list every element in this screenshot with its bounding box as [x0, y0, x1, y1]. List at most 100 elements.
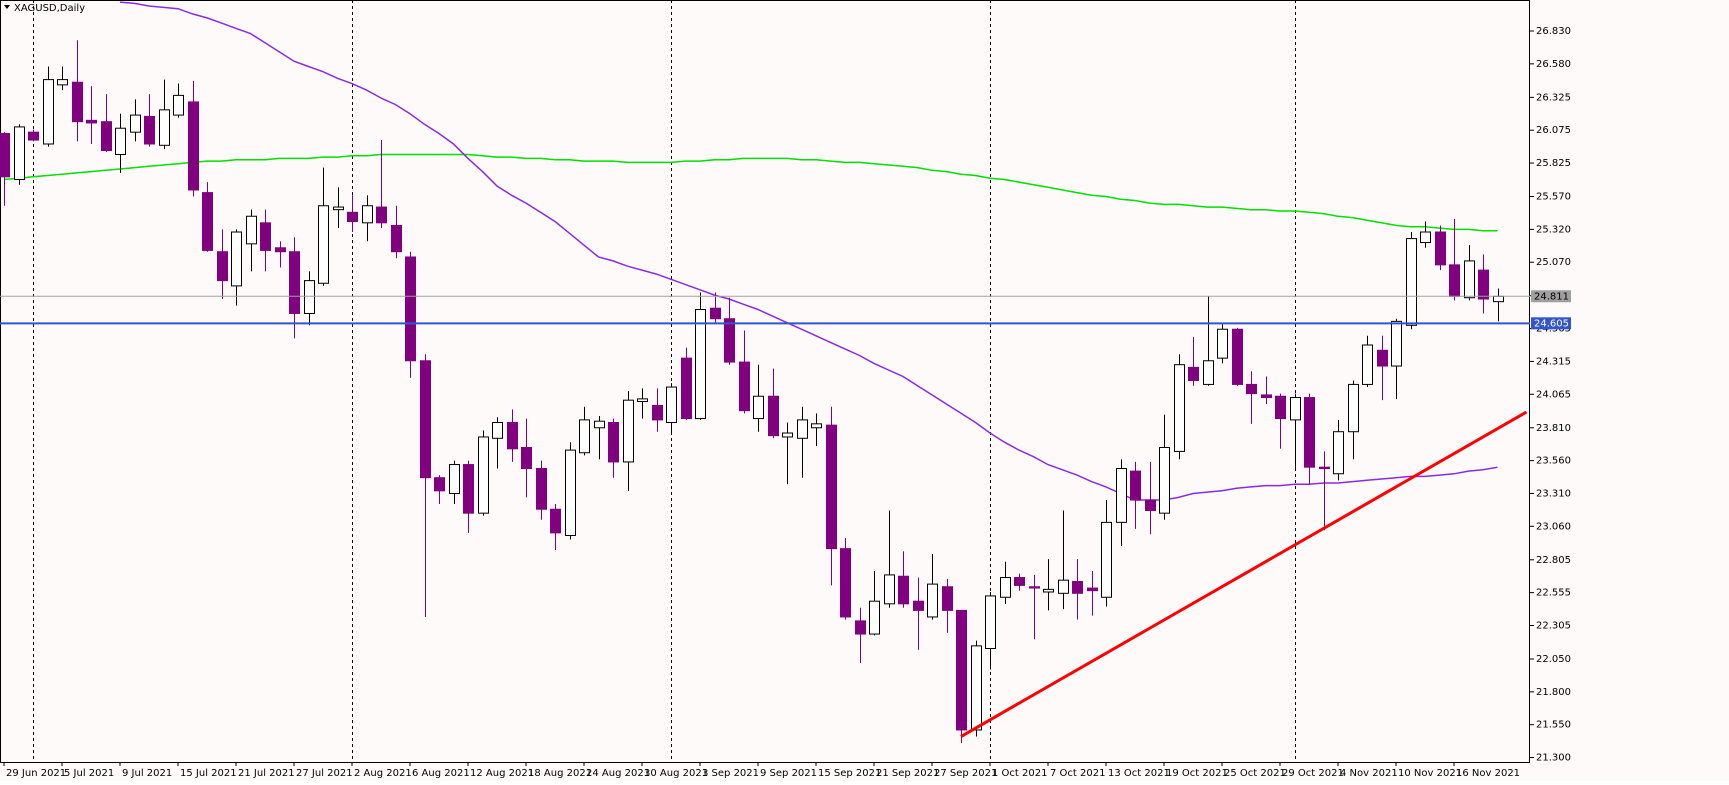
candle-body	[1493, 295, 1504, 303]
x-tick-label: 9 Jul 2021	[122, 768, 172, 779]
candle-body	[405, 256, 416, 362]
candle-body	[434, 477, 445, 492]
candle-body	[594, 420, 605, 429]
plot-frame	[0, 0, 1530, 763]
candle-body	[188, 101, 199, 191]
candle-body	[869, 600, 880, 635]
x-tick-label: 15 Jul 2021	[180, 768, 237, 779]
candle-body	[304, 280, 315, 314]
candle-body	[28, 131, 39, 141]
x-tick-label: 10 Nov 2021	[1398, 768, 1462, 779]
candle-body	[521, 446, 532, 469]
candle-body	[86, 119, 97, 124]
candle-body	[173, 94, 184, 116]
candle-body	[14, 126, 25, 180]
x-tick-label: 7 Oct 2021	[1050, 768, 1105, 779]
candle-body	[1058, 579, 1069, 594]
x-tick-label: 19 Oct 2021	[1166, 768, 1228, 779]
moving-average	[3, 153, 1498, 232]
price-label: 24.605	[1534, 318, 1569, 329]
candle-body	[637, 398, 648, 402]
x-tick-label: 16 Nov 2021	[1456, 768, 1520, 779]
candle-body	[144, 115, 155, 145]
candle-body	[1029, 586, 1040, 589]
candle-body	[420, 360, 431, 479]
candle-body	[1333, 431, 1344, 475]
x-tick-label: 13 Oct 2021	[1108, 768, 1170, 779]
candle-body	[1159, 446, 1170, 514]
candle-body	[0, 132, 10, 178]
candle-body	[608, 422, 619, 463]
candle-body	[231, 231, 242, 287]
candle-body	[1304, 397, 1315, 468]
x-tick-label: 12 Aug 2021	[470, 768, 534, 779]
candle-body	[898, 575, 909, 605]
candle-body	[217, 251, 228, 282]
candle-body	[985, 595, 996, 649]
x-tick-label: 18 Aug 2021	[528, 768, 592, 779]
candle-body	[1406, 238, 1417, 326]
candle-body	[826, 424, 837, 550]
candle-body	[260, 222, 271, 251]
y-tick-label: 26.830	[1536, 26, 1571, 37]
candle-body	[739, 361, 750, 412]
candle-body	[724, 318, 735, 363]
y-tick-label: 24.065	[1536, 389, 1571, 400]
candle-body	[391, 224, 402, 253]
candle-body	[1246, 383, 1257, 395]
y-tick-label: 23.310	[1536, 488, 1571, 499]
candle-body	[681, 357, 692, 420]
candle-body	[797, 419, 808, 439]
candle-body	[1391, 320, 1402, 367]
candle-body	[1261, 394, 1272, 399]
candle-body	[550, 508, 561, 534]
candle-body	[855, 620, 866, 635]
candle-body	[347, 211, 358, 223]
candle-body	[1435, 231, 1446, 266]
candle-body	[1290, 397, 1301, 421]
candle-body	[927, 583, 938, 618]
candle-body	[1014, 577, 1025, 586]
candle-body	[478, 436, 489, 514]
y-tick-label: 25.070	[1536, 257, 1571, 268]
candle-body	[289, 251, 300, 314]
trendline	[960, 410, 1528, 738]
price-label-box	[1531, 317, 1571, 330]
x-tick-label: 5 Jul 2021	[64, 768, 114, 779]
candle-body	[942, 586, 953, 611]
candle-body	[1101, 521, 1112, 598]
candle-body	[246, 215, 257, 245]
y-tick-label: 21.800	[1536, 687, 1571, 698]
candle-body	[275, 247, 286, 253]
y-tick-label: 23.060	[1536, 521, 1571, 532]
candle-body	[507, 422, 518, 450]
y-tick-label: 22.805	[1536, 555, 1571, 566]
candle-body	[710, 307, 721, 320]
candle-body	[956, 609, 967, 731]
candle-body	[1087, 587, 1098, 592]
candle-body	[1174, 364, 1185, 452]
candle-body	[811, 423, 822, 429]
x-tick-label: 27 Jul 2021	[296, 768, 353, 779]
y-tick-label: 22.555	[1536, 588, 1571, 599]
candle-body	[666, 386, 677, 424]
chart-title: XAGUSD,Daily	[14, 3, 85, 14]
x-tick-label: 3 Sep 2021	[702, 768, 759, 779]
y-tick-label: 25.570	[1536, 192, 1571, 203]
y-tick-label: 26.075	[1536, 125, 1571, 136]
candle-body	[884, 574, 895, 605]
candle-body	[115, 127, 126, 156]
x-tick-label: 4 Nov 2021	[1340, 768, 1398, 779]
candle-body	[202, 192, 213, 251]
candle-body	[159, 109, 170, 146]
candle-body	[1420, 231, 1431, 244]
candle-body	[1000, 577, 1011, 598]
candle-body	[1232, 328, 1243, 385]
candle-body	[782, 432, 793, 438]
y-tick-label: 22.050	[1536, 654, 1571, 665]
candle-body	[1348, 383, 1359, 433]
moving-average	[119, 1, 1498, 501]
y-tick-label: 21.550	[1536, 720, 1571, 731]
x-tick-label: 25 Oct 2021	[1224, 768, 1286, 779]
